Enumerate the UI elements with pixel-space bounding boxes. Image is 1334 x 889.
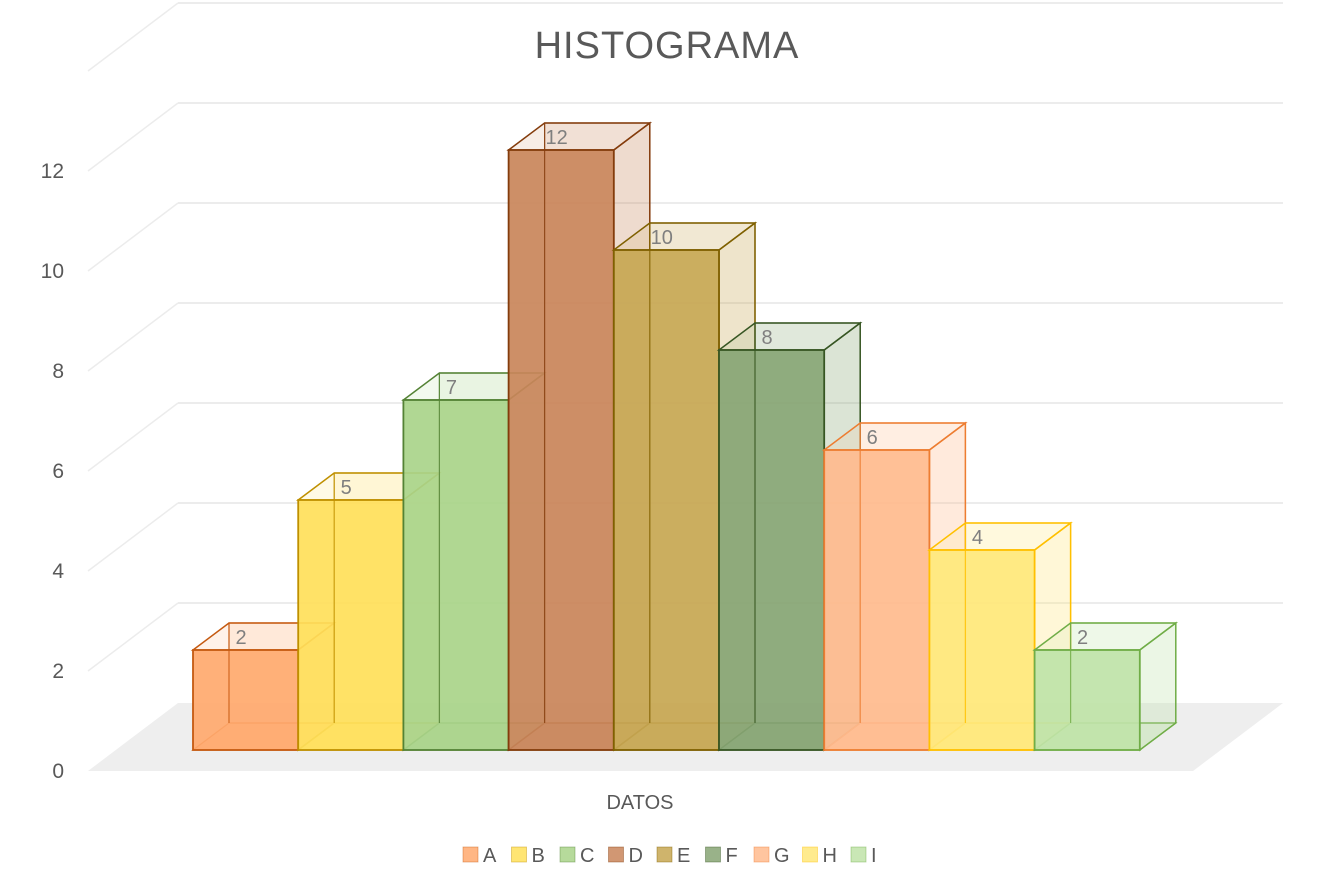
legend[interactable]: A B C D E F G H I: [462, 845, 877, 867]
bars: [190, 121, 1179, 752]
side-grid-line: [87, 202, 179, 272]
x-axis-category-label: DATOS: [606, 792, 673, 814]
legend-item-I[interactable]: I: [850, 845, 877, 867]
legend-swatch: [511, 846, 527, 863]
side-grid-line: [87, 2, 179, 72]
side-grid-line: [87, 102, 179, 172]
legend-swatch: [802, 846, 818, 863]
legend-item-F[interactable]: F: [705, 845, 738, 867]
data-label-I: 2: [1077, 627, 1088, 649]
data-labels: 2 5 7 12 10 8 6 4 2: [235, 127, 1088, 649]
bar-front-A: [192, 649, 300, 751]
chart-title: HISTOGRAMA: [535, 25, 800, 67]
y-tick-label: 6: [52, 460, 64, 483]
bar-front-E: [612, 249, 720, 751]
side-grid-line: [87, 602, 179, 672]
legend-item-C[interactable]: C: [559, 845, 594, 867]
bar-front-G: [823, 449, 931, 751]
side-grid-line: [87, 302, 179, 372]
data-label-F: 8: [761, 327, 772, 349]
legend-swatch: [462, 846, 479, 863]
legend-item-A[interactable]: A: [462, 845, 497, 867]
bar-front-D: [507, 149, 615, 751]
data-label-C: 7: [446, 377, 457, 399]
y-tick-label: 12: [41, 160, 64, 183]
legend-swatch: [608, 846, 624, 863]
legend-label: A: [483, 845, 497, 867]
legend-label: B: [532, 845, 545, 867]
legend-item-D[interactable]: D: [608, 845, 643, 867]
data-label-D: 12: [545, 127, 567, 149]
legend-label: G: [774, 845, 790, 867]
side-grid-line: [87, 402, 179, 472]
bar-front-C: [402, 399, 510, 751]
legend-swatch: [850, 846, 867, 863]
legend-label: F: [726, 845, 738, 867]
data-label-B: 5: [341, 477, 352, 499]
bar-I: [1032, 621, 1179, 752]
legend-item-G[interactable]: G: [753, 845, 790, 867]
data-label-A: 2: [235, 627, 246, 649]
data-label-H: 4: [972, 527, 983, 549]
legend-item-E[interactable]: E: [656, 845, 690, 867]
y-tick-label: 2: [52, 660, 64, 683]
legend-label: I: [871, 845, 877, 867]
y-tick-label: 4: [52, 560, 64, 583]
legend-swatch: [656, 846, 673, 863]
bar-front-B: [297, 499, 405, 751]
legend-item-H[interactable]: H: [802, 845, 837, 867]
legend-label: C: [580, 845, 594, 867]
legend-item-B[interactable]: B: [511, 845, 545, 867]
bar-front-H: [928, 549, 1036, 751]
legend-label: H: [823, 845, 837, 867]
bar-front-I: [1033, 649, 1141, 751]
legend-label: E: [677, 845, 690, 867]
y-tick-label: 8: [52, 360, 64, 383]
legend-swatch: [559, 846, 576, 863]
side-grid-line: [87, 502, 179, 572]
data-label-E: 10: [651, 227, 673, 249]
bar-F: [716, 321, 863, 752]
data-label-G: 6: [867, 427, 878, 449]
y-tick-label: 0: [52, 760, 64, 783]
y-axis: 0 2 4 6 8 10 12: [41, 160, 65, 783]
legend-label: D: [629, 845, 643, 867]
legend-swatch: [705, 846, 721, 863]
bar-front-F: [718, 349, 826, 751]
y-tick-label: 10: [41, 260, 64, 283]
legend-swatch: [753, 846, 770, 863]
